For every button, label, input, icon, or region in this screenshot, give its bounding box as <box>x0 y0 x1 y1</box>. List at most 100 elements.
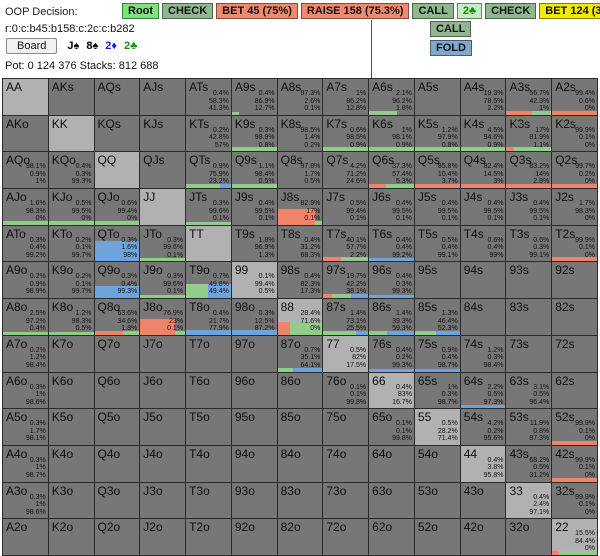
grid-cell-t5o[interactable]: T5o <box>186 409 231 445</box>
grid-cell-k9o[interactable]: K9o 0.2% 0.1% 99.7% <box>48 262 94 299</box>
node-bet-45-75[interactable]: BET 45 (75%) <box>216 3 298 19</box>
grid-cell-63o[interactable]: 63o <box>369 482 414 519</box>
grid-cell-22[interactable]: 22 15.5% 84.4% 0% <box>552 519 597 555</box>
grid-cell-k8o[interactable]: K8o 1.2% 98.3% 0.5% <box>48 299 94 335</box>
grid-cell-k9s[interactable]: K9s 0.3% 98.9% 0.8% <box>231 115 277 152</box>
grid-cell-a7o[interactable]: A7o 0.2% 1.2% 98.4% <box>3 335 48 372</box>
grid-cell-aks[interactable]: AKs <box>48 79 94 115</box>
grid-cell-kk[interactable]: KK <box>48 115 94 152</box>
grid-cell-65s[interactable]: 65s 1% 0.3% 98.7% <box>414 372 460 409</box>
grid-cell-kjs[interactable]: KJs <box>140 115 186 152</box>
grid-cell-qto[interactable]: QTo 0.3% 1.6% 98% <box>94 225 140 262</box>
grid-cell-q5s[interactable]: Q5s 85.8% 10.4% 3.7% <box>414 152 460 189</box>
node-check[interactable]: CHECK <box>162 3 214 19</box>
grid-cell-k4s[interactable]: K4s 4.5% 94.6% 0.9% <box>460 115 506 152</box>
grid-cell-86o[interactable]: 86o <box>277 372 323 409</box>
node-check[interactable]: CHECK <box>485 3 537 19</box>
grid-cell-q7o[interactable]: Q7o <box>94 335 140 372</box>
grid-cell-95o[interactable]: 95o <box>231 409 277 445</box>
grid-cell-q4s[interactable]: Q4s 82.4% 14.5% 3% <box>460 152 506 189</box>
grid-cell-kqs[interactable]: KQs <box>94 115 140 152</box>
grid-cell-82s[interactable]: 82s <box>552 299 597 335</box>
grid-cell-87s[interactable]: 87s 1.4% 73.1% 25.5% <box>323 299 369 335</box>
grid-cell-74s[interactable]: 74s 1.2% 0.3% 98.4% <box>460 335 506 372</box>
grid-cell-j8o[interactable]: J8o 76.9% 23% 0.1% <box>140 299 186 335</box>
grid-cell-t5s[interactable]: T5s 0.5% 0.4% 99.1% <box>414 225 460 262</box>
grid-cell-t4s[interactable]: T4s 0.6% 0.4% 99% <box>460 225 506 262</box>
grid-cell-q7s[interactable]: Q7s 4.2% 71.2% 24.6% <box>323 152 369 189</box>
grid-cell-j6o[interactable]: J6o <box>140 372 186 409</box>
grid-cell-96o[interactable]: 96o <box>231 372 277 409</box>
grid-cell-32s[interactable]: 32s 99.9% 0.1% 0% <box>552 482 597 519</box>
grid-cell-62o[interactable]: 62o <box>369 519 414 555</box>
grid-cell-a5o[interactable]: A5o 0.3% 1.7% 98.1% <box>3 409 48 445</box>
grid-cell-72s[interactable]: 72s <box>552 335 597 372</box>
grid-cell-qq[interactable]: QQ <box>94 152 140 189</box>
grid-cell-76o[interactable]: 76o 0.1% 0.1% 99.8% <box>323 372 369 409</box>
grid-cell-aa[interactable]: AA <box>3 79 48 115</box>
grid-cell-j2s[interactable]: J2s 1.7% 98.3% 0% <box>552 189 597 225</box>
grid-cell-a9s[interactable]: A9s 0.4% 86.9% 12.7% <box>231 79 277 115</box>
grid-cell-t9s[interactable]: T9s 1.8% 96.9% 1.3% <box>231 225 277 262</box>
grid-cell-a9o[interactable]: A9o 0.2% 0.9% 98.9% <box>3 262 48 299</box>
grid-cell-t7s[interactable]: T7s 40.1% 57.7% 2.2% <box>323 225 369 262</box>
node-call[interactable]: CALL <box>430 21 472 37</box>
grid-cell-32o[interactable]: 32o <box>506 519 552 555</box>
grid-cell-63s[interactable]: 63s 3.1% 0.5% 96.4% <box>506 372 552 409</box>
grid-cell-84s[interactable]: 84s <box>460 299 506 335</box>
grid-cell-j4o[interactable]: J4o <box>140 445 186 482</box>
grid-cell-75s[interactable]: 75s 0.9% 0.4% 98.7% <box>414 335 460 372</box>
grid-cell-85s[interactable]: 85s 1.3% 46.4% 52.3% <box>414 299 460 335</box>
grid-cell-33[interactable]: 33 0.4% 2.4% 97.1% <box>506 482 552 519</box>
grid-cell-92s[interactable]: 92s <box>552 262 597 299</box>
grid-cell-99[interactable]: 99 0.1% 99.4% 0.5% <box>231 262 277 299</box>
grid-cell-t2o[interactable]: T2o <box>186 519 231 555</box>
grid-cell-t6o[interactable]: T6o <box>186 372 231 409</box>
grid-cell-kts[interactable]: KTs 0.2% 42.8% 57% <box>186 115 231 152</box>
grid-cell-92o[interactable]: 92o <box>231 519 277 555</box>
grid-cell-94s[interactable]: 94s <box>460 262 506 299</box>
grid-cell-t8o[interactable]: T8o 0.4% 21.7% 77.9% <box>186 299 231 335</box>
grid-cell-64s[interactable]: 64s 2.2% 0.5% 97.3% <box>460 372 506 409</box>
grid-cell-95s[interactable]: 95s <box>414 262 460 299</box>
grid-cell-96s[interactable]: 96s 0.4% 0.3% 99.3% <box>369 262 414 299</box>
grid-cell-97o[interactable]: 97o <box>231 335 277 372</box>
grid-cell-k7o[interactable]: K7o <box>48 335 94 372</box>
grid-cell-ato[interactable]: ATo 0.3% 0.4% 99.2% <box>3 225 48 262</box>
grid-cell-j7o[interactable]: J7o <box>140 335 186 372</box>
grid-cell-q9o[interactable]: Q9o 0.3% 0.4% 99.3% <box>94 262 140 299</box>
grid-cell-a3o[interactable]: A3o 0.3% 1% 98.6% <box>3 482 48 519</box>
grid-cell-kjo[interactable]: KJo 0.5% 99.5% 0% <box>48 189 94 225</box>
grid-cell-q6o[interactable]: Q6o <box>94 372 140 409</box>
grid-cell-83s[interactable]: 83s <box>506 299 552 335</box>
grid-cell-74o[interactable]: 74o <box>323 445 369 482</box>
grid-cell-a2o[interactable]: A2o <box>3 519 48 555</box>
grid-cell-t9o[interactable]: T9o 0.7% 49.8% 49.4% <box>186 262 231 299</box>
grid-cell-76s[interactable]: 76s 0.4% 0.2% 99.3% <box>369 335 414 372</box>
grid-cell-43o[interactable]: 43o <box>460 482 506 519</box>
grid-cell-t7o[interactable]: T7o <box>186 335 231 372</box>
grid-cell-55[interactable]: 55 0.5% 28.2% 71.4% <box>414 409 460 445</box>
grid-cell-77[interactable]: 77 0.5% 82% 17.5% <box>323 335 369 372</box>
grid-cell-94o[interactable]: 94o <box>231 445 277 482</box>
grid-cell-jj[interactable]: JJ <box>140 189 186 225</box>
grid-cell-j5o[interactable]: J5o <box>140 409 186 445</box>
grid-cell-q5o[interactable]: Q5o <box>94 409 140 445</box>
grid-cell-44[interactable]: 44 0.4% 3.8% 95.8% <box>460 445 506 482</box>
grid-cell-j5s[interactable]: J5s 0.4% 99.5% 0.1% <box>414 189 460 225</box>
grid-cell-t8s[interactable]: T8s 0.4% 31.2% 68.3% <box>277 225 323 262</box>
grid-cell-k6s[interactable]: K6s 1% 98.1% 0.9% <box>369 115 414 152</box>
grid-cell-k3s[interactable]: K3s 17% 81.9% 1.1% <box>506 115 552 152</box>
grid-cell-t3o[interactable]: T3o <box>186 482 231 519</box>
grid-cell-66[interactable]: 66 0.4% 83% 16.7% <box>369 372 414 409</box>
grid-cell-53o[interactable]: 53o <box>414 482 460 519</box>
node-2[interactable]: 2♣ <box>456 3 483 19</box>
grid-cell-j2o[interactable]: J2o <box>140 519 186 555</box>
grid-cell-72o[interactable]: 72o <box>323 519 369 555</box>
grid-cell-j9o[interactable]: J9o 0.3% 99.6% 0.1% <box>140 262 186 299</box>
grid-cell-qjs[interactable]: QJs <box>140 152 186 189</box>
grid-cell-k7s[interactable]: K7s 0.6% 98.5% 0.9% <box>323 115 369 152</box>
grid-cell-qts[interactable]: QTs 0.9% 75.9% 23.2% <box>186 152 231 189</box>
grid-cell-j7s[interactable]: J7s 0.5% 99.4% 0.1% <box>323 189 369 225</box>
node-call[interactable]: CALL <box>412 3 454 19</box>
